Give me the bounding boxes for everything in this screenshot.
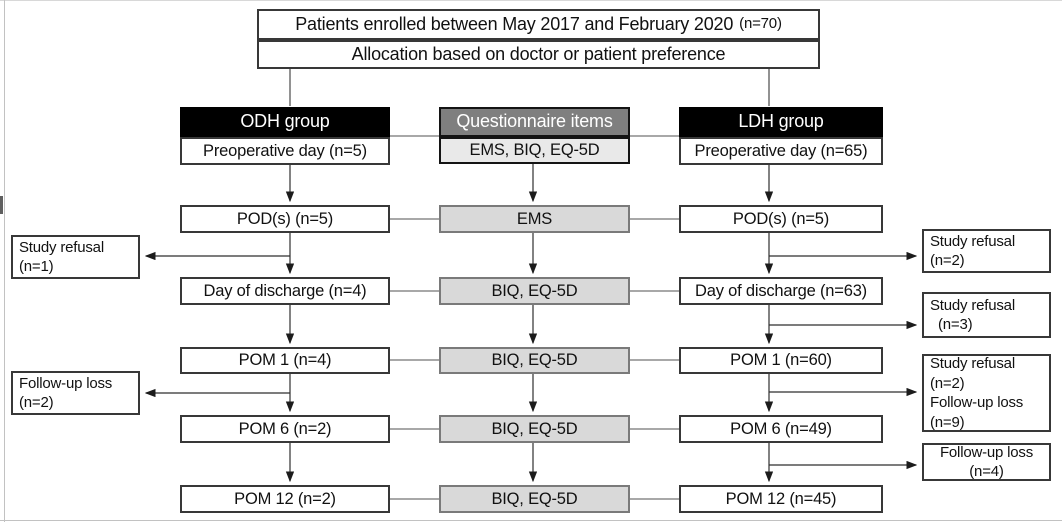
questionnaire-biq-label-1: BIQ, EQ-5D xyxy=(491,281,578,300)
odh-group-header: ODH group xyxy=(180,107,390,137)
dropout-right-study-refusal-2-text: Study refusal (n=3) xyxy=(930,296,1015,335)
frame-top-border xyxy=(0,0,1062,1)
dropout-right-refusal-and-loss: Study refusal (n=2) Follow-up loss (n=9) xyxy=(922,354,1051,432)
ldh-pod-label: POD(s) (n=5) xyxy=(732,209,830,228)
frame-left-border xyxy=(4,0,5,522)
dropout-line: (n=2) xyxy=(930,374,965,392)
dropout-line: (n=2) xyxy=(19,394,54,411)
ldh-pod-box: POD(s) (n=5) xyxy=(679,205,883,233)
dropout-left-study-refusal-text: Study refusal (n=1) xyxy=(19,238,104,277)
vertical-flow-arrows xyxy=(285,164,774,483)
questionnaire-ems-label: EMS xyxy=(516,209,553,228)
ldh-preoperative-label: Preoperative day (n=65) xyxy=(694,141,868,160)
odh-discharge-box: Day of discharge (n=4) xyxy=(180,277,390,305)
ldh-pom12-box: POM 12 (n=45) xyxy=(679,485,883,513)
dropout-line: Study refusal xyxy=(19,238,104,256)
allocation-text: Allocation based on doctor or patient pr… xyxy=(351,43,726,64)
ldh-pom12-label: POM 12 (n=45) xyxy=(725,489,837,508)
dropout-line: Study refusal xyxy=(930,232,1015,250)
horizontal-connectors xyxy=(390,135,679,500)
ldh-pom6-label: POM 6 (n=49) xyxy=(730,419,832,438)
dropout-line: (n=2) xyxy=(930,252,965,269)
odh-pom1-box: POM 1 (n=4) xyxy=(180,347,390,374)
frame-bottom-border xyxy=(0,520,1062,521)
odh-discharge-label: Day of discharge (n=4) xyxy=(203,281,367,300)
dropout-right-refusal-and-loss-text: Study refusal (n=2) Follow-up loss (n=9) xyxy=(930,354,1023,432)
enrollment-text: Patients enrolled between May 2017 and F… xyxy=(295,13,734,34)
allocation-box: Allocation based on doctor or patient pr… xyxy=(257,40,820,69)
dropout-line: Follow-up loss xyxy=(19,374,113,392)
dropout-left-followup-loss: Follow-up loss (n=2) xyxy=(11,371,140,415)
dropout-left-study-refusal: Study refusal (n=1) xyxy=(11,235,140,279)
dropout-line: Study refusal xyxy=(930,296,1015,314)
odh-group-header-label: ODH group xyxy=(240,111,330,132)
allocation-drop-lines xyxy=(289,69,770,106)
frame-left-notch xyxy=(0,196,3,214)
ldh-discharge-box: Day of discharge (n=63) xyxy=(679,277,883,305)
odh-preoperative-label: Preoperative day (n=5) xyxy=(203,141,367,160)
odh-pom1-label: POM 1 (n=4) xyxy=(238,351,332,370)
dropout-line: (n=1) xyxy=(19,258,54,275)
ldh-pom6-box: POM 6 (n=49) xyxy=(679,415,883,443)
ldh-pom1-label: POM 1 (n=60) xyxy=(730,351,832,370)
dropout-left-followup-loss-text: Follow-up loss (n=2) xyxy=(19,374,112,413)
questionnaire-biq-box-4: BIQ, EQ-5D xyxy=(439,485,630,513)
dropout-line: Follow-up loss xyxy=(939,443,1034,461)
ldh-discharge-label: Day of discharge (n=63) xyxy=(695,281,867,300)
questionnaire-biq-box-2: BIQ, EQ-5D xyxy=(439,347,630,374)
odh-preoperative-box: Preoperative day (n=5) xyxy=(180,137,390,165)
odh-pod-label: POD(s) (n=5) xyxy=(236,209,334,228)
dropout-line: (n=9) xyxy=(930,413,965,431)
enrollment-box: Patients enrolled between May 2017 and F… xyxy=(257,9,820,40)
dropout-right-study-refusal-1: Study refusal (n=2) xyxy=(922,229,1051,273)
questionnaire-header: Questionnaire items xyxy=(439,107,630,137)
questionnaire-items-label: EMS, BIQ, EQ-5D xyxy=(469,141,600,160)
dropout-line: (n=4) xyxy=(969,463,1004,480)
questionnaire-items-box: EMS, BIQ, EQ-5D xyxy=(439,137,630,164)
ldh-group-header: LDH group xyxy=(679,107,883,137)
dropout-right-followup-loss: Follow-up loss (n=4) xyxy=(922,443,1051,481)
questionnaire-biq-box-3: BIQ, EQ-5D xyxy=(439,415,630,443)
ldh-group-header-label: LDH group xyxy=(738,111,824,132)
dropout-right-study-refusal-1-text: Study refusal (n=2) xyxy=(930,232,1015,271)
questionnaire-ems-box: EMS xyxy=(439,205,630,233)
ldh-pom1-box: POM 1 (n=60) xyxy=(679,347,883,374)
dropout-line: (n=3) xyxy=(938,316,973,333)
questionnaire-biq-label-3: BIQ, EQ-5D xyxy=(491,419,578,438)
dropout-branch-arrows xyxy=(144,251,918,470)
questionnaire-biq-label-2: BIQ, EQ-5D xyxy=(491,351,578,370)
odh-pod-box: POD(s) (n=5) xyxy=(180,205,390,233)
dropout-right-study-refusal-2: Study refusal (n=3) xyxy=(922,292,1051,338)
dropout-line: Follow-up loss xyxy=(930,394,1024,411)
odh-pom12-box: POM 12 (n=2) xyxy=(180,485,390,513)
ldh-preoperative-box: Preoperative day (n=65) xyxy=(679,137,883,165)
dropout-line: Study refusal xyxy=(930,355,1015,372)
odh-pom6-box: POM 6 (n=2) xyxy=(180,415,390,443)
dropout-right-followup-loss-text: Follow-up loss (n=4) xyxy=(940,443,1033,482)
odh-pom12-label: POM 12 (n=2) xyxy=(234,489,336,508)
enrollment-n: (n=70) xyxy=(739,15,782,33)
questionnaire-biq-label-4: BIQ, EQ-5D xyxy=(491,489,578,508)
questionnaire-header-label: Questionnaire items xyxy=(456,111,613,132)
questionnaire-biq-box-1: BIQ, EQ-5D xyxy=(439,277,630,305)
odh-pom6-label: POM 6 (n=2) xyxy=(238,419,332,438)
